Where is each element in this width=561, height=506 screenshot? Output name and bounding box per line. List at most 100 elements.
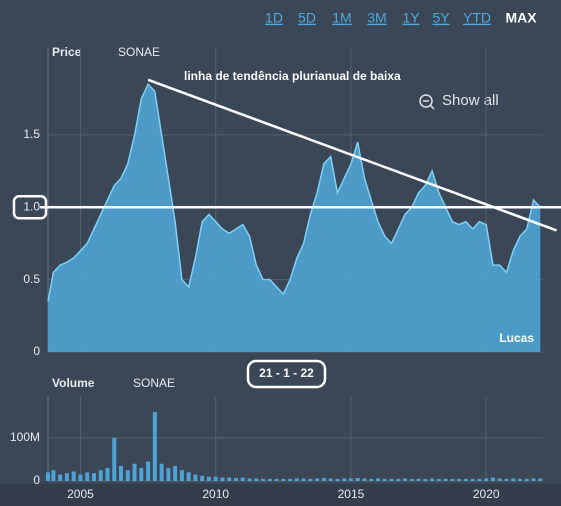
volume-bar	[254, 478, 259, 481]
date-annotation: 21 - 1 - 22	[259, 366, 314, 380]
volume-bar	[348, 478, 353, 481]
volume-bar	[146, 461, 151, 481]
volume-bar	[450, 478, 455, 481]
volume-bar	[85, 472, 90, 481]
volume-bar	[538, 478, 543, 481]
volume-bar	[409, 478, 414, 481]
volume-bar	[321, 477, 326, 481]
zoom-icon	[429, 104, 435, 110]
volume-bar	[166, 468, 171, 481]
volume-bar	[315, 478, 320, 481]
volume-bar	[484, 478, 489, 481]
range-button[interactable]: 3M	[367, 10, 386, 26]
volume-bar	[261, 478, 266, 481]
panel-label: Volume	[52, 376, 95, 390]
volume-bar	[159, 463, 164, 481]
volume-bar	[173, 465, 178, 481]
x-tick-label: 2010	[202, 487, 229, 501]
volume-bar	[51, 470, 56, 481]
volume-bar	[64, 473, 69, 481]
volume-bar	[504, 478, 509, 481]
volume-bar	[376, 478, 380, 481]
volume-bar	[78, 474, 83, 481]
author-label: Lucas	[499, 331, 534, 345]
volume-bar	[247, 478, 252, 481]
x-tick-label: 2020	[473, 487, 500, 501]
volume-bar	[105, 468, 110, 481]
range-button[interactable]: 1D	[265, 10, 283, 26]
volume-bar	[457, 478, 462, 481]
volume-bar	[403, 478, 408, 481]
volume-bar	[179, 470, 184, 481]
volume-bar	[220, 477, 225, 481]
volume-bar	[152, 412, 157, 481]
volume-bar	[518, 478, 523, 481]
volume-bar	[511, 478, 516, 481]
volume-bar	[206, 476, 211, 481]
volume-bar	[71, 471, 76, 481]
volume-bar	[119, 465, 124, 481]
volume-bar	[308, 478, 313, 481]
volume-bar	[477, 478, 482, 481]
range-buttons: 1D 5D 1M 3M 1Y 5Y YTD MAX	[265, 10, 537, 26]
volume-bar	[355, 477, 360, 481]
y-tick-label: 0	[33, 473, 40, 487]
range-button[interactable]: 5Y	[432, 10, 450, 26]
volume-bar	[125, 470, 130, 481]
volume-bar	[213, 476, 218, 481]
zoom-icon	[419, 94, 433, 108]
volume-bar	[463, 478, 468, 481]
range-button[interactable]: YTD	[463, 10, 491, 26]
price-area	[48, 84, 541, 352]
volume-bar	[436, 478, 441, 481]
x-axis-band	[0, 484, 561, 506]
volume-bar	[497, 478, 502, 481]
volume-bar	[531, 478, 536, 481]
volume-bar	[294, 478, 299, 481]
panel-label: Price	[52, 45, 82, 59]
volume-bar	[91, 473, 96, 481]
range-button[interactable]: MAX	[505, 10, 537, 26]
volume-bar	[301, 478, 306, 481]
y-tick-label: 1.5	[23, 127, 40, 141]
show-all-label[interactable]: Show all	[442, 92, 499, 109]
volume-bar	[46, 472, 50, 481]
x-tick-label: 2015	[338, 487, 365, 501]
volume-bar	[396, 478, 401, 481]
volume-bar	[470, 478, 475, 481]
range-button[interactable]: 5D	[298, 10, 316, 26]
volume-bar	[281, 478, 286, 481]
range-button[interactable]: 1Y	[402, 10, 420, 26]
annotation: linha de tendência plurianual de baixa	[184, 69, 401, 83]
trend-line	[147, 78, 557, 232]
date-box	[246, 359, 327, 389]
show-all[interactable]: Show all	[419, 92, 499, 110]
volume-bar	[369, 478, 374, 481]
volume-bar	[382, 478, 387, 481]
volume-bar	[328, 478, 333, 481]
volume-bar	[490, 477, 495, 481]
volume-bar	[335, 478, 340, 481]
price-line	[47, 82, 541, 302]
x-tick-label: 2005	[67, 487, 94, 501]
volume-bar	[389, 478, 394, 481]
volume-bar	[139, 468, 144, 481]
panel-subtitle: SONAE	[133, 376, 175, 390]
volume-bar	[342, 478, 347, 481]
volume-bar	[423, 478, 428, 481]
volume-bar	[132, 463, 137, 481]
volume-bar	[288, 478, 293, 481]
volume-bar	[58, 474, 63, 481]
volume-bar	[274, 478, 279, 481]
volume-bar	[443, 478, 448, 481]
range-button[interactable]: 1M	[332, 10, 351, 26]
y-tick-label: 0.5	[23, 272, 40, 286]
volume-bar	[233, 477, 238, 481]
volume-bar	[98, 470, 103, 481]
y-tick-label: 1.0	[23, 199, 40, 213]
tick-highlight	[12, 194, 48, 220]
volume-bar	[267, 478, 272, 481]
volume-bar	[227, 477, 232, 481]
volume-bar	[200, 475, 205, 481]
